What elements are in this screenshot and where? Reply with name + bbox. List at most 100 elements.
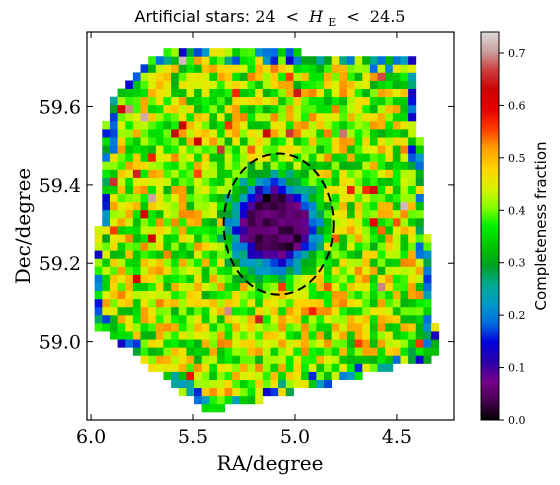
heatmap-cell xyxy=(163,104,172,114)
heatmap-cell xyxy=(178,201,187,211)
heatmap-cell xyxy=(262,161,271,170)
heatmap-cell xyxy=(285,363,294,372)
heatmap-cell xyxy=(400,177,409,186)
heatmap-cell xyxy=(385,314,394,324)
heatmap-cell xyxy=(262,72,271,81)
heatmap-cell xyxy=(316,282,325,292)
heatmap-cell xyxy=(324,56,333,65)
heatmap-cell xyxy=(247,379,256,389)
heatmap-cell xyxy=(109,226,118,235)
heatmap-cell xyxy=(148,242,157,251)
heatmap-cell xyxy=(385,347,394,356)
heatmap-cell xyxy=(178,347,187,356)
heatmap-cell xyxy=(247,185,256,195)
heatmap-cell xyxy=(255,104,264,114)
heatmap-cell xyxy=(331,161,340,170)
x-tick-label: 5.5 xyxy=(178,426,208,448)
heatmap-cell xyxy=(247,258,256,267)
heatmap-cell xyxy=(178,250,187,259)
heatmap-cell xyxy=(339,112,348,122)
heatmap-cell xyxy=(408,331,417,340)
heatmap-cell xyxy=(232,339,241,348)
heatmap-cell xyxy=(194,234,203,243)
heatmap-cell xyxy=(262,290,271,300)
heatmap-cell xyxy=(415,209,424,219)
heatmap-cell xyxy=(132,201,141,211)
heatmap-cell xyxy=(278,137,287,146)
heatmap-cell xyxy=(109,112,118,122)
heatmap-cell xyxy=(301,153,310,162)
heatmap-cell xyxy=(216,258,226,267)
heatmap-cell xyxy=(201,234,210,243)
heatmap-cell xyxy=(186,363,195,372)
heatmap-cell xyxy=(163,185,172,195)
heatmap-cell xyxy=(255,80,264,89)
heatmap-cell xyxy=(324,153,333,162)
heatmap-cell xyxy=(255,177,264,186)
heatmap-cell xyxy=(354,96,363,106)
heatmap-cell xyxy=(186,96,195,106)
heatmap-cell xyxy=(392,217,401,227)
heatmap-cell xyxy=(270,112,279,122)
heatmap-cell xyxy=(178,56,187,65)
heatmap-cell xyxy=(339,250,348,259)
heatmap-cell xyxy=(369,242,378,251)
heatmap-cell xyxy=(117,185,126,195)
heatmap-cell xyxy=(216,355,226,364)
heatmap-cell xyxy=(385,80,394,89)
heatmap-cell xyxy=(232,56,241,65)
heatmap-cell xyxy=(293,323,302,332)
heatmap-cell xyxy=(324,282,333,292)
heatmap-cell xyxy=(247,234,256,243)
heatmap-cell xyxy=(117,104,126,114)
heatmap-cell xyxy=(324,201,333,211)
heatmap-cell xyxy=(132,112,141,122)
heatmap-cell xyxy=(109,217,118,227)
heatmap-cell xyxy=(186,120,195,130)
heatmap-cell xyxy=(224,242,233,251)
heatmap-cell xyxy=(377,209,386,219)
heatmap-cell xyxy=(194,290,203,300)
heatmap-cell xyxy=(178,290,187,300)
heatmap-cell xyxy=(385,193,394,203)
heatmap-cell xyxy=(278,177,287,186)
heatmap-cell xyxy=(408,339,417,348)
heatmap-cell xyxy=(285,80,294,89)
heatmap-cell xyxy=(232,137,241,146)
heatmap-cell xyxy=(278,72,287,81)
heatmap-cell xyxy=(369,153,378,162)
heatmap-cell xyxy=(346,339,356,348)
heatmap-cell xyxy=(354,339,363,348)
heatmap-cell xyxy=(285,201,294,211)
heatmap-cell xyxy=(239,72,248,81)
heatmap-cell xyxy=(339,258,348,267)
heatmap-cell xyxy=(216,314,226,324)
heatmap-cell xyxy=(293,177,302,186)
heatmap-cell xyxy=(171,355,180,364)
heatmap-cell xyxy=(209,201,218,211)
heatmap-cell xyxy=(293,169,302,178)
heatmap-cell xyxy=(194,112,203,122)
heatmap-cell xyxy=(155,201,164,211)
heatmap-cell xyxy=(285,161,294,170)
heatmap-cell xyxy=(270,153,279,162)
heatmap-cell xyxy=(178,48,187,57)
heatmap-cell xyxy=(316,64,325,73)
heatmap-cell xyxy=(301,258,310,267)
heatmap-cell xyxy=(369,145,378,154)
heatmap-cell xyxy=(140,347,149,356)
heatmap-cell xyxy=(408,145,417,154)
heatmap-cell xyxy=(232,290,241,300)
heatmap-cell xyxy=(163,363,172,372)
heatmap-cell xyxy=(239,234,248,243)
heatmap-cell xyxy=(293,201,302,211)
heatmap-cell xyxy=(392,145,401,154)
heatmap-cell xyxy=(232,395,241,405)
heatmap-cell xyxy=(239,112,248,122)
heatmap-cell xyxy=(186,185,195,195)
heatmap-cell xyxy=(293,120,302,130)
heatmap-cell xyxy=(163,282,172,292)
heatmap-cell xyxy=(301,169,310,178)
heatmap-cell xyxy=(247,80,256,89)
heatmap-cell xyxy=(339,323,348,332)
